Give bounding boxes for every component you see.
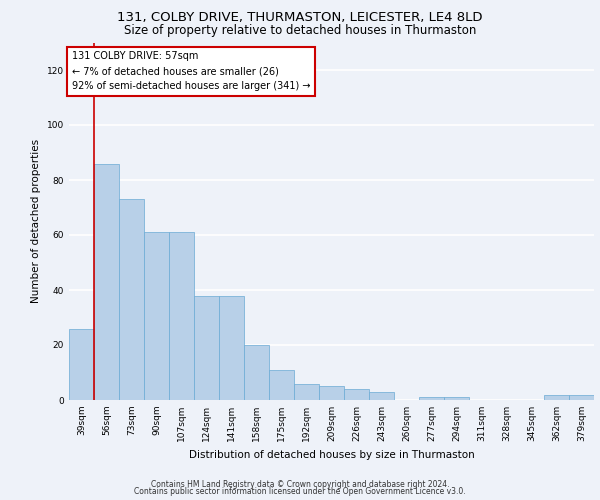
Bar bbox=[219, 296, 244, 400]
Bar bbox=[319, 386, 344, 400]
Bar bbox=[294, 384, 319, 400]
Text: Contains HM Land Registry data © Crown copyright and database right 2024.: Contains HM Land Registry data © Crown c… bbox=[151, 480, 449, 489]
Text: Size of property relative to detached houses in Thurmaston: Size of property relative to detached ho… bbox=[124, 24, 476, 37]
Bar bbox=[544, 394, 569, 400]
Bar bbox=[444, 397, 469, 400]
Bar bbox=[194, 296, 219, 400]
Bar bbox=[169, 232, 194, 400]
Bar bbox=[244, 345, 269, 400]
Text: 131 COLBY DRIVE: 57sqm
← 7% of detached houses are smaller (26)
92% of semi-deta: 131 COLBY DRIVE: 57sqm ← 7% of detached … bbox=[71, 52, 310, 91]
Bar bbox=[144, 232, 169, 400]
Bar bbox=[419, 397, 444, 400]
Text: 131, COLBY DRIVE, THURMASTON, LEICESTER, LE4 8LD: 131, COLBY DRIVE, THURMASTON, LEICESTER,… bbox=[117, 11, 483, 24]
Bar bbox=[94, 164, 119, 400]
X-axis label: Distribution of detached houses by size in Thurmaston: Distribution of detached houses by size … bbox=[188, 450, 475, 460]
Text: Contains public sector information licensed under the Open Government Licence v3: Contains public sector information licen… bbox=[134, 487, 466, 496]
Bar bbox=[569, 394, 594, 400]
Bar bbox=[369, 392, 394, 400]
Bar bbox=[69, 328, 94, 400]
Bar bbox=[344, 389, 369, 400]
Y-axis label: Number of detached properties: Number of detached properties bbox=[31, 139, 41, 304]
Bar bbox=[119, 199, 144, 400]
Bar bbox=[269, 370, 294, 400]
